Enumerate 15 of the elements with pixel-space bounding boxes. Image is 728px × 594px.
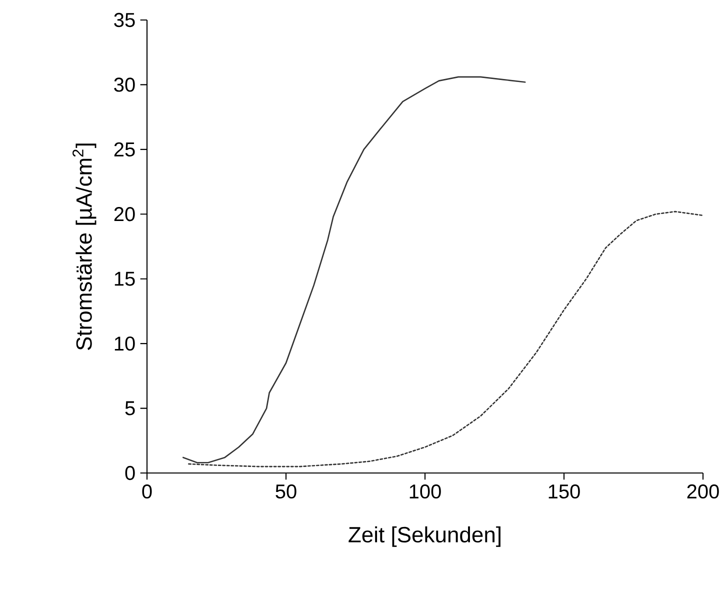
y-tick-label: 20 [114,207,135,222]
y-tick-label: 30 [114,78,135,92]
y-tick-label: 15 [114,272,135,286]
y-tick-label: 0 [125,466,135,480]
y-tick-label: 5 [125,401,135,416]
y-tick-label: 35 [114,12,135,28]
x-tick-label: 150 [548,484,580,499]
y-tick-label: 25 [114,142,135,157]
x-tick-label: 200 [687,484,719,499]
x-tick-label: 50 [276,484,296,499]
y-axis-title: Stromstärke [µA/cm$^{2}$] [72,144,96,350]
x-tick-label: 0 [142,484,152,499]
y-tick-label: 10 [114,336,135,351]
x-tick-label: 100 [410,484,441,499]
x-axis-title: Zeit [Sekunden] [348,526,500,547]
